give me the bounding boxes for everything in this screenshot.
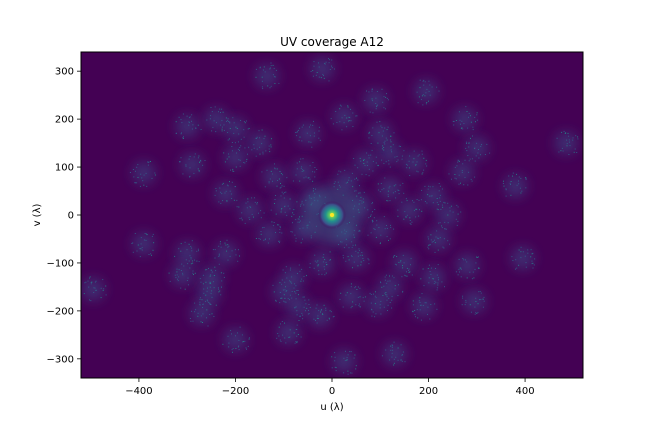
x-tick-label: 200 (419, 386, 438, 397)
y-axis-label: v (λ) (32, 203, 43, 226)
chart-title: UV coverage A12 (280, 35, 384, 49)
y-tick-label: 200 (55, 115, 74, 126)
y-tick-label: −100 (47, 258, 74, 269)
central-peak-max (330, 213, 334, 217)
x-axis-label: u (λ) (320, 402, 343, 413)
x-axis: −400 −200 0 200 400 (125, 378, 534, 397)
y-tick-label: 0 (68, 211, 74, 222)
y-tick-label: −300 (47, 354, 74, 365)
x-tick-label: −400 (125, 386, 152, 397)
y-tick-label: −200 (47, 306, 74, 317)
x-tick-label: −200 (222, 386, 249, 397)
x-tick-label: 0 (329, 386, 335, 397)
y-tick-label: 300 (55, 67, 74, 78)
y-axis: −300 −200 −100 0 100 200 300 (47, 67, 81, 366)
x-tick-label: 400 (516, 386, 535, 397)
y-tick-label: 100 (55, 163, 74, 174)
